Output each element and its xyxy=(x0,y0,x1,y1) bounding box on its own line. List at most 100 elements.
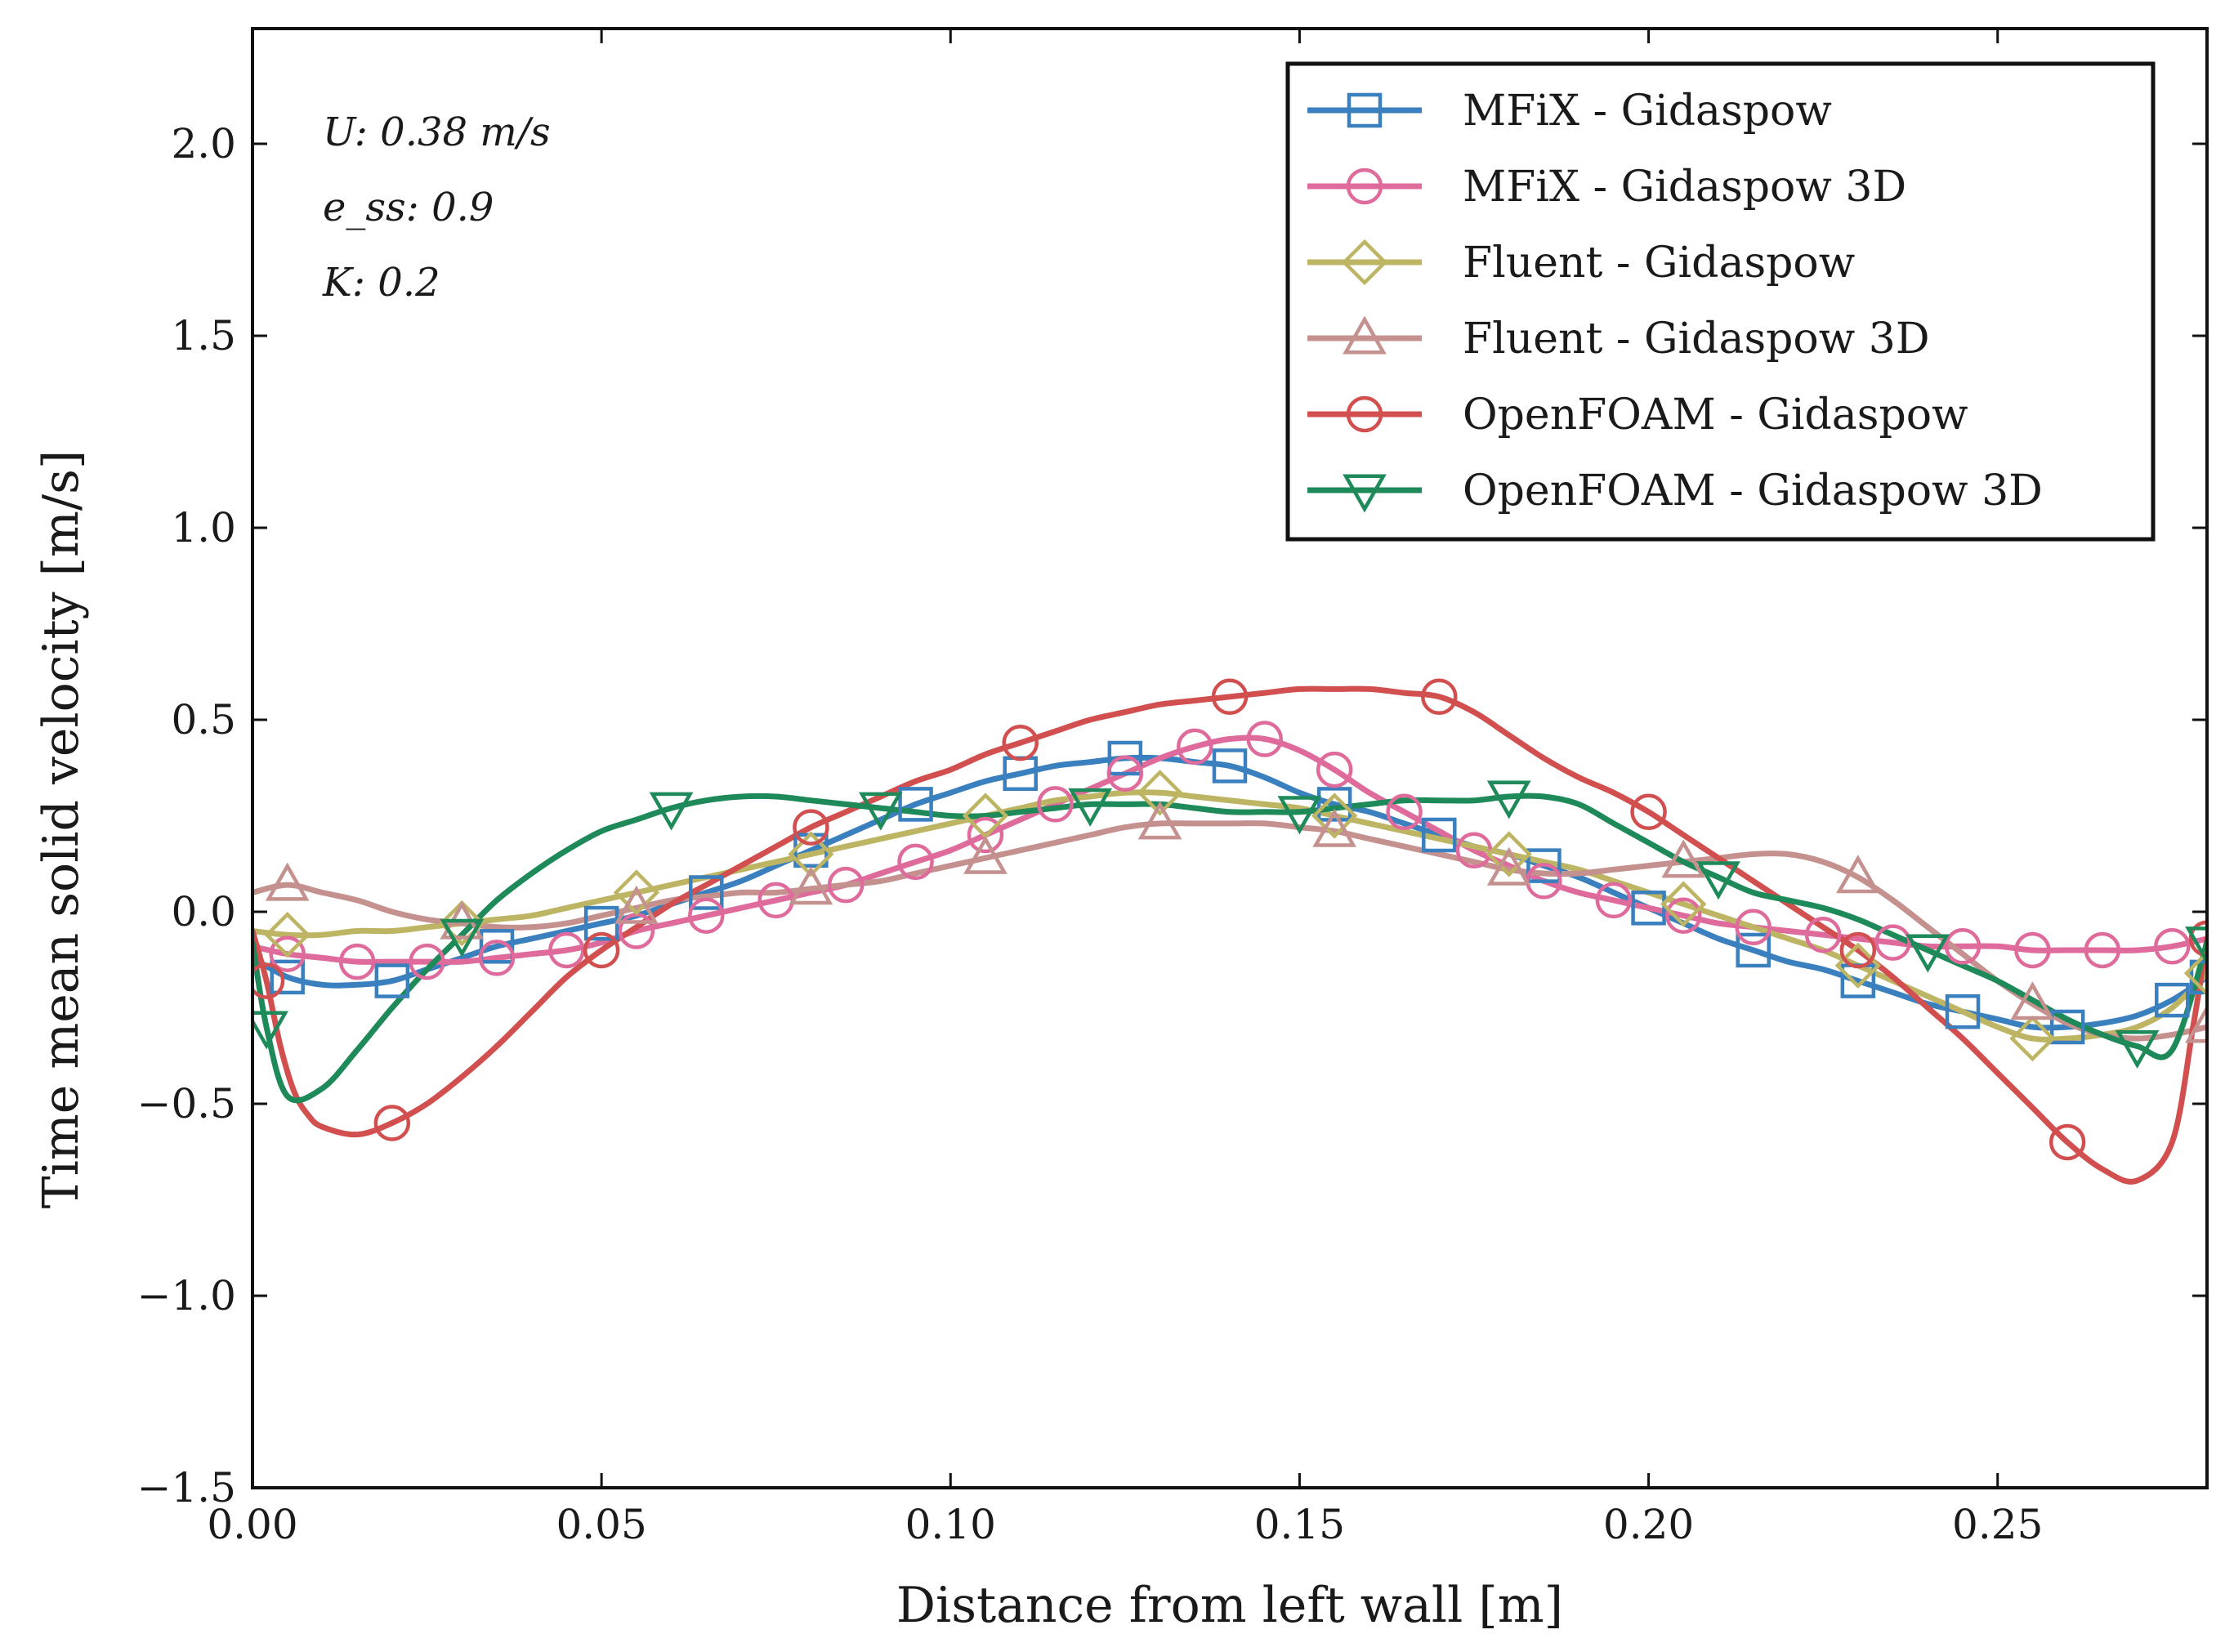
data-point xyxy=(1839,931,1877,969)
legend: MFiX - Gidaspow MFiX - Gidaspow 3D Fluent … xyxy=(1285,61,2156,542)
annotation-block: U: 0.38 m/s e_ss: 0.9 K: 0.2 xyxy=(322,109,551,306)
data-point xyxy=(1944,928,1982,965)
series-markers-2 xyxy=(269,721,2207,980)
data-point xyxy=(1906,934,1950,973)
data-point xyxy=(688,897,725,934)
data-point xyxy=(1211,678,1249,716)
legend-entry-5: OpenFOAM - Gidaspow xyxy=(1307,391,1968,440)
data-point xyxy=(649,792,694,831)
x-tick-label: 0.15 xyxy=(1254,1501,1345,1548)
data-point xyxy=(1486,831,1532,877)
data-point xyxy=(583,931,620,969)
data-point xyxy=(409,943,445,980)
data-point xyxy=(338,943,376,980)
data-point xyxy=(1212,748,1248,784)
legend-entry-3: Fluent - Gidaspow xyxy=(1307,239,1855,288)
legend-label: MFiX - Gidaspow xyxy=(1463,87,1832,136)
data-point xyxy=(252,1011,288,1050)
data-point xyxy=(1804,916,1842,953)
y-axis-label: Time mean solid velocity [m/s] xyxy=(33,450,90,1209)
data-point xyxy=(898,787,933,822)
y-tick-label: 0.0 xyxy=(171,888,236,935)
x-tick-label: 0.25 xyxy=(1952,1501,2043,1548)
legend-marker xyxy=(1346,167,1383,205)
legend-marker xyxy=(1346,395,1383,433)
series-line-1 xyxy=(252,754,2207,1031)
data-point xyxy=(1486,780,1531,819)
data-point xyxy=(614,885,659,924)
legend-entries: MFiX - Gidaspow MFiX - Gidaspow 3D Fluent … xyxy=(1307,87,2043,516)
legend-label: Fluent - Gidaspow xyxy=(1463,239,1855,288)
y-tick-label: 2.0 xyxy=(171,120,236,167)
legend-label: Fluent - Gidaspow 3D xyxy=(1463,315,1930,364)
plot-frame xyxy=(251,27,2209,1489)
data-point xyxy=(1874,924,1911,961)
annotation-restitution: e_ss: 0.9 xyxy=(323,185,494,230)
data-point xyxy=(1277,796,1322,835)
data-point xyxy=(1945,993,1981,1029)
data-point xyxy=(269,935,306,972)
legend-label: MFiX - Gidaspow 3D xyxy=(1463,163,1906,212)
data-point xyxy=(897,843,934,881)
y-tick-label: −1.5 xyxy=(137,1464,236,1511)
data-point xyxy=(2154,928,2191,965)
data-point xyxy=(2010,981,2055,1020)
data-point xyxy=(1630,793,1667,831)
series-markers-5 xyxy=(252,678,2207,1161)
y-tick-label: −1.0 xyxy=(137,1272,236,1319)
data-point xyxy=(1486,846,1531,886)
x-axis-label: Distance from left wall [m] xyxy=(896,1577,1563,1634)
series-line-4 xyxy=(252,820,2207,1042)
data-point xyxy=(439,900,485,947)
legend-label: OpenFOAM - Gidaspow xyxy=(1463,391,1968,440)
data-point xyxy=(858,792,903,831)
data-point xyxy=(2084,931,2121,969)
data-point xyxy=(789,866,833,905)
y-tick-label: −0.5 xyxy=(137,1080,236,1127)
legend-marker xyxy=(1341,239,1388,286)
marker-layer xyxy=(252,678,2207,1161)
x-tick-label: 0.20 xyxy=(1603,1501,1694,1548)
data-point xyxy=(788,831,834,877)
data-point xyxy=(2185,926,2207,966)
legend-marker xyxy=(1343,315,1387,355)
data-point xyxy=(2183,950,2207,997)
data-point xyxy=(1107,740,1143,776)
data-point xyxy=(1660,881,1707,927)
legend-entry-4: Fluent - Gidaspow 3D xyxy=(1307,315,1930,364)
data-point xyxy=(827,866,865,904)
data-point xyxy=(1311,793,1358,839)
legend-frame xyxy=(1285,61,2156,542)
data-point xyxy=(440,918,485,958)
x-tick-label: 0.10 xyxy=(905,1501,996,1548)
legend-marker xyxy=(1347,92,1383,128)
data-point xyxy=(264,912,311,958)
data-point xyxy=(1386,793,1423,831)
data-point xyxy=(2188,920,2207,958)
data-point xyxy=(793,809,829,846)
data-point xyxy=(2049,1009,2085,1045)
legend-marker xyxy=(1343,474,1387,513)
data-point xyxy=(2009,1015,2056,1062)
annotation-velocity: U: 0.38 m/s xyxy=(323,109,551,155)
data-point xyxy=(1068,788,1113,827)
data-point xyxy=(2049,1123,2086,1161)
x-tick-label: 0.00 xyxy=(207,1501,297,1548)
data-point xyxy=(1002,724,1039,761)
legend-entry-1: MFiX - Gidaspow xyxy=(1307,87,1832,136)
data-point xyxy=(1246,721,1283,757)
series-markers-4 xyxy=(265,801,2207,1043)
data-point xyxy=(478,940,516,976)
data-point xyxy=(548,931,585,969)
series-markers-3 xyxy=(264,770,2207,1062)
data-point xyxy=(1037,786,1074,823)
data-point xyxy=(270,959,305,995)
series-line-3 xyxy=(252,789,2207,1043)
data-point xyxy=(1696,861,1740,900)
axis-ticks: 0.00 0.05 0.10 0.15 0.20 0.25 −1.5 −1.0 −0.5 0.0 0… xyxy=(137,29,2207,1548)
data-point xyxy=(265,862,310,901)
series-markers-6 xyxy=(252,780,2207,1069)
annotation-specularity: K: 0.2 xyxy=(322,260,440,306)
data-point xyxy=(2115,1030,2160,1069)
